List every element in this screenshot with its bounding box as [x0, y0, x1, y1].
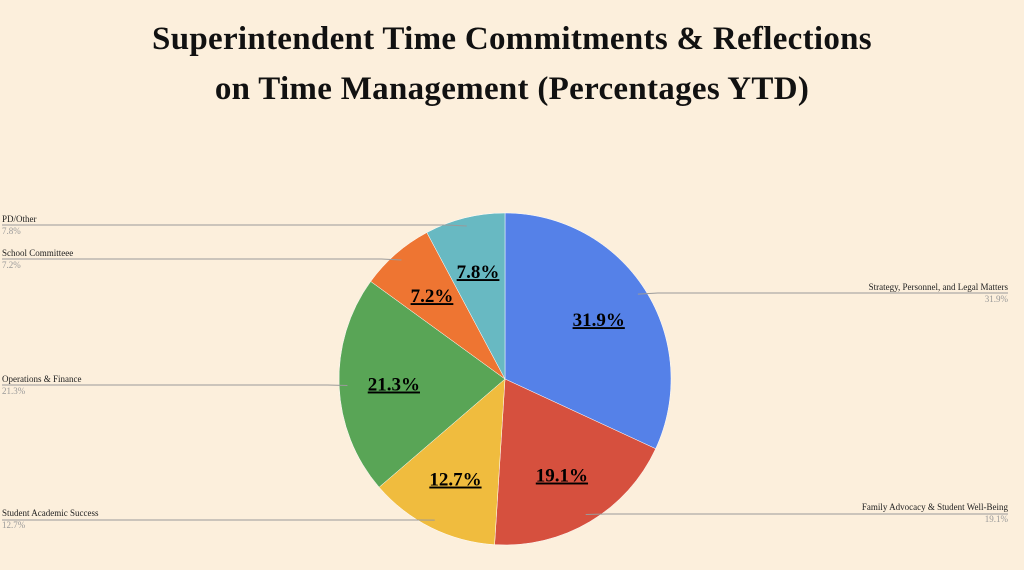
- pie-slice-strategy-personnel-and-legal-matters: [504, 212, 672, 450]
- slice-label-student-academic-success: 12.7%: [429, 470, 481, 491]
- outer-label-value-operations-finance: 21.3%: [2, 386, 26, 396]
- outer-label-value-student-academic-success: 12.7%: [2, 520, 26, 530]
- leader-line-school-committeee: [2, 258, 402, 261]
- chart-title-line1: Superintendent Time Commitments & Reflec…: [152, 21, 872, 57]
- slice-label-strategy-personnel-and-legal-matters: 31.9%: [573, 310, 625, 331]
- chart-title-line2: on Time Management (Percentages YTD): [214, 71, 810, 107]
- outer-label-name-strategy-personnel-and-legal-matters: Strategy, Personnel, and Legal Matters: [869, 282, 1009, 292]
- outer-label-name-school-committeee: School Committeee: [2, 248, 73, 258]
- outer-label-value-strategy-personnel-and-legal-matters: 31.9%: [985, 294, 1009, 304]
- slice-label-school-committeee: 7.2%: [411, 286, 454, 307]
- pie-slice-pd-other: [426, 212, 506, 380]
- outer-label-name-family-advocacy-student-well-being: Family Advocacy & Student Well-Being: [862, 502, 1009, 512]
- outer-label-name-student-academic-success: Student Academic Success: [2, 508, 99, 518]
- pie-slice-family-advocacy-student-well-being: [494, 378, 656, 546]
- slice-label-family-advocacy-student-well-being: 19.1%: [536, 466, 588, 487]
- slice-label-operations-finance: 21.3%: [368, 375, 420, 396]
- outer-label-value-school-committeee: 7.2%: [2, 260, 21, 270]
- outer-label-value-family-advocacy-student-well-being: 19.1%: [985, 514, 1009, 524]
- pie-slice-student-academic-success: [378, 378, 506, 545]
- pie-slice-operations-finance: [338, 281, 506, 488]
- slice-label-pd-other: 7.8%: [457, 262, 500, 283]
- outer-label-name-pd-other: PD/Other: [2, 214, 37, 224]
- chart-title: Superintendent Time Commitments & Reflec…: [0, 14, 1024, 114]
- leader-line-pd-other: [2, 224, 467, 227]
- outer-label-name-operations-finance: Operations & Finance: [2, 374, 81, 384]
- outer-label-value-pd-other: 7.8%: [2, 226, 21, 236]
- leader-line-strategy-personnel-and-legal-matters: [637, 292, 1008, 295]
